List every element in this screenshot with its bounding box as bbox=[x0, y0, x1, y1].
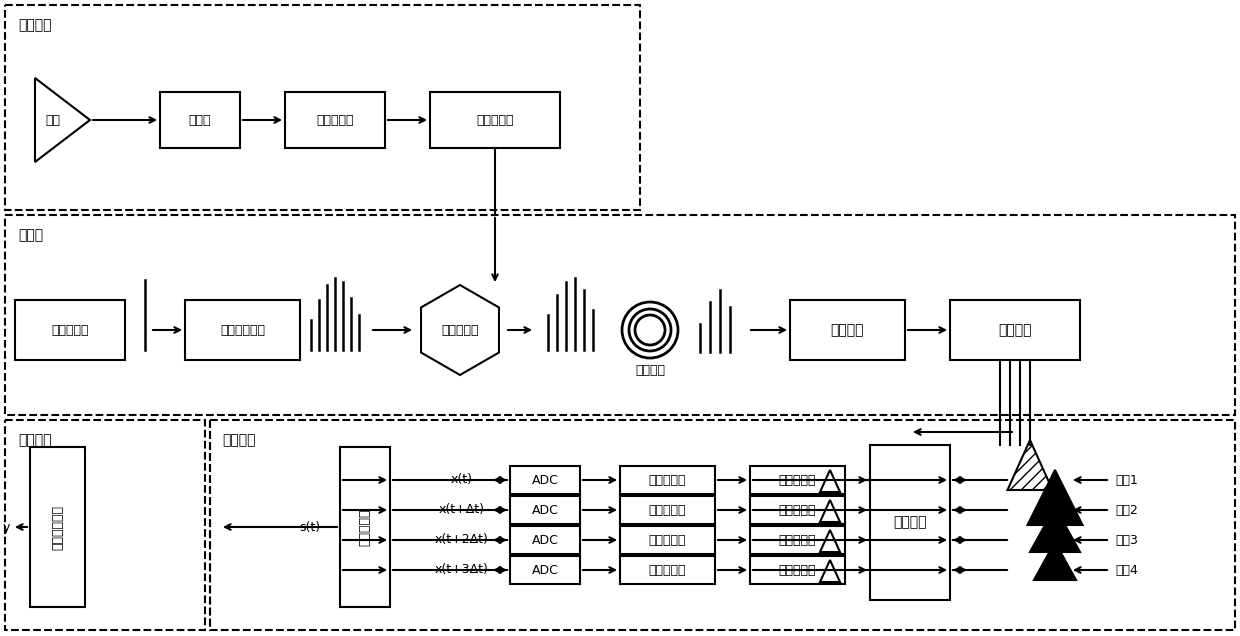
Bar bbox=[750, 526, 844, 554]
Text: 信号转换: 信号转换 bbox=[222, 433, 255, 447]
Text: 光放大器: 光放大器 bbox=[831, 323, 864, 337]
Text: 带通滤波器: 带通滤波器 bbox=[476, 113, 513, 127]
Text: ADC: ADC bbox=[532, 563, 558, 576]
Text: 低通滤波器: 低通滤波器 bbox=[649, 563, 686, 576]
Text: ADC: ADC bbox=[532, 504, 558, 516]
Text: 光电探测器: 光电探测器 bbox=[779, 473, 816, 487]
Bar bbox=[5, 5, 640, 210]
Text: ADC: ADC bbox=[532, 534, 558, 546]
Bar bbox=[750, 556, 844, 584]
Text: 限幅器: 限幅器 bbox=[188, 113, 211, 127]
Text: 低通滤波器: 低通滤波器 bbox=[649, 504, 686, 516]
Text: x(t+3Δt): x(t+3Δt) bbox=[435, 563, 489, 576]
Text: x(t+Δt): x(t+Δt) bbox=[439, 504, 485, 516]
Bar bbox=[510, 496, 580, 524]
Text: s(t): s(t) bbox=[299, 520, 321, 534]
Text: 复信号重构: 复信号重构 bbox=[358, 508, 372, 546]
Text: 波分复用: 波分复用 bbox=[998, 323, 1032, 337]
Bar bbox=[620, 466, 715, 494]
Text: 电光调制器: 电光调制器 bbox=[441, 324, 479, 336]
Bar bbox=[620, 526, 715, 554]
Bar bbox=[620, 496, 715, 524]
Text: 色散光纤: 色散光纤 bbox=[635, 364, 665, 377]
Polygon shape bbox=[1030, 507, 1080, 552]
Polygon shape bbox=[820, 530, 839, 552]
Polygon shape bbox=[1034, 542, 1076, 580]
Bar bbox=[15, 300, 125, 360]
Text: 信息处理: 信息处理 bbox=[19, 433, 52, 447]
Bar bbox=[870, 445, 950, 600]
Bar bbox=[5, 215, 1235, 415]
Text: 可调光滤波器: 可调光滤波器 bbox=[219, 324, 265, 336]
Polygon shape bbox=[422, 285, 498, 375]
Bar bbox=[340, 447, 391, 607]
Text: 光链路: 光链路 bbox=[19, 228, 43, 242]
Bar bbox=[790, 300, 905, 360]
Text: x(t+2Δt): x(t+2Δt) bbox=[435, 534, 489, 546]
Text: 天线: 天线 bbox=[46, 113, 61, 127]
Text: 光电探测器: 光电探测器 bbox=[779, 563, 816, 576]
Bar bbox=[620, 556, 715, 584]
Text: 射频前端: 射频前端 bbox=[19, 18, 52, 32]
Bar bbox=[510, 466, 580, 494]
Bar bbox=[185, 300, 300, 360]
Polygon shape bbox=[1007, 440, 1053, 490]
Text: 延时阵列: 延时阵列 bbox=[893, 516, 926, 530]
Text: 通道3: 通道3 bbox=[1115, 534, 1138, 546]
Polygon shape bbox=[820, 500, 839, 522]
Polygon shape bbox=[35, 78, 91, 162]
Text: 通道4: 通道4 bbox=[1115, 563, 1138, 576]
Bar bbox=[510, 556, 580, 584]
Polygon shape bbox=[820, 560, 839, 582]
Bar bbox=[950, 300, 1080, 360]
Text: x(t): x(t) bbox=[451, 473, 472, 487]
Bar bbox=[750, 466, 844, 494]
Polygon shape bbox=[1028, 470, 1083, 525]
Bar bbox=[750, 496, 844, 524]
Bar bbox=[5, 420, 205, 630]
Text: 通道1: 通道1 bbox=[1115, 473, 1138, 487]
Text: 锁模激光器: 锁模激光器 bbox=[51, 324, 89, 336]
Text: y: y bbox=[2, 520, 10, 534]
Text: 雷达信号处理: 雷达信号处理 bbox=[51, 504, 64, 550]
Bar bbox=[430, 92, 560, 148]
Bar bbox=[210, 420, 1235, 630]
Text: 低通滤波器: 低通滤波器 bbox=[649, 473, 686, 487]
Text: 光电探测器: 光电探测器 bbox=[779, 504, 816, 516]
Polygon shape bbox=[820, 470, 839, 492]
Text: 通道2: 通道2 bbox=[1115, 504, 1138, 516]
Text: 光电探测器: 光电探测器 bbox=[779, 534, 816, 546]
Bar bbox=[285, 92, 384, 148]
Bar bbox=[160, 92, 241, 148]
Bar bbox=[30, 447, 86, 607]
Text: 低通滤波器: 低通滤波器 bbox=[649, 534, 686, 546]
Bar bbox=[510, 526, 580, 554]
Text: 射频放大器: 射频放大器 bbox=[316, 113, 353, 127]
Text: ADC: ADC bbox=[532, 473, 558, 487]
